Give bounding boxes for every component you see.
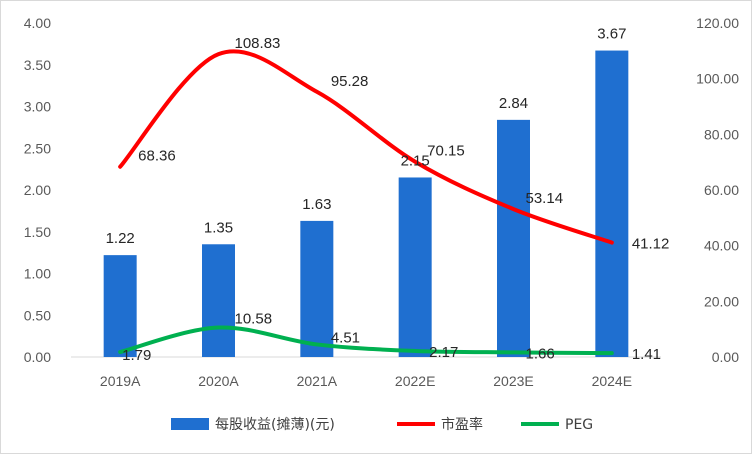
bar-series bbox=[103, 50, 629, 358]
peg-data-label: 1.79 bbox=[122, 347, 151, 364]
legend-label-pe: 市盈率 bbox=[441, 416, 483, 433]
right-axis-tick-label: 80.00 bbox=[704, 126, 739, 142]
right-axis-tick-label: 40.00 bbox=[704, 238, 739, 254]
legend-label-peg: PEG bbox=[565, 417, 593, 433]
left-axis-tick-label: 2.50 bbox=[24, 140, 51, 156]
x-axis-tick-label: 2019A bbox=[100, 373, 141, 389]
pe-ratio-line bbox=[118, 49, 614, 245]
eps-bar bbox=[398, 177, 432, 357]
left-axis-tick-label: 3.50 bbox=[24, 57, 51, 73]
eps-data-label: 1.35 bbox=[204, 219, 233, 236]
right-axis-tick-label: 60.00 bbox=[704, 182, 739, 198]
left-axis-tick-label: 1.50 bbox=[24, 224, 51, 240]
pe-ratio-data-label: 41.12 bbox=[632, 236, 670, 253]
peg-data-label: 1.41 bbox=[632, 346, 661, 363]
left-axis-tick-label: 2.00 bbox=[24, 182, 51, 198]
x-axis-tick-label: 2021A bbox=[297, 373, 338, 389]
eps-bar bbox=[497, 119, 530, 357]
x-axis-tick-label: 2022E bbox=[395, 373, 435, 389]
eps-bar bbox=[202, 244, 235, 357]
right-axis-tick-label: 0.00 bbox=[712, 349, 739, 365]
legend-swatch-eps bbox=[171, 418, 209, 430]
peg-data-label: 1.66 bbox=[526, 345, 555, 362]
pe-ratio-data-label: 95.28 bbox=[331, 73, 369, 90]
eps-bar bbox=[103, 255, 137, 357]
data-labels: 1.22 1.35 1.63 2.15 2.84 3.67 68.36 108.83 95.28… bbox=[106, 26, 670, 364]
x-axis-tick-label: 2024E bbox=[592, 373, 632, 389]
eps-data-label: 1.22 bbox=[106, 230, 135, 247]
eps-data-label: 1.63 bbox=[302, 196, 331, 213]
eps-data-label: 2.84 bbox=[499, 95, 528, 112]
legend: 每股收益(摊薄)(元) 市盈率 PEG bbox=[171, 416, 593, 433]
right-axis-tick-label: 100.00 bbox=[696, 71, 739, 87]
x-axis-tick-label: 2020A bbox=[198, 373, 239, 389]
eps-data-label: 3.67 bbox=[597, 26, 626, 43]
pe-ratio-data-label: 108.83 bbox=[235, 35, 281, 52]
eps-bar bbox=[300, 220, 334, 357]
eps-data-label: 2.15 bbox=[401, 152, 430, 169]
left-axis-tick-label: 4.00 bbox=[24, 15, 51, 31]
pe-ratio-data-label: 70.15 bbox=[427, 143, 465, 160]
left-axis-tick-label: 1.00 bbox=[24, 266, 51, 282]
peg-data-label: 4.51 bbox=[331, 329, 360, 346]
left-axis: 0.00 0.50 1.00 1.50 2.00 2.50 3.00 3.50 4.00 bbox=[24, 15, 51, 365]
peg-data-label: 10.58 bbox=[235, 311, 273, 328]
x-axis: 2019A 2020A 2021A 2022E 2023E 2024E bbox=[100, 373, 632, 389]
pe-ratio-data-label: 53.14 bbox=[526, 190, 564, 207]
eps-bar bbox=[595, 50, 629, 358]
line-series bbox=[118, 49, 614, 356]
legend-label-eps: 每股收益(摊薄)(元) bbox=[215, 417, 335, 433]
left-axis-tick-label: 3.00 bbox=[24, 99, 51, 115]
pe-ratio-data-label: 68.36 bbox=[138, 148, 176, 165]
x-axis-tick-label: 2023E bbox=[493, 373, 533, 389]
peg-data-label: 2.17 bbox=[429, 344, 458, 361]
peg-line bbox=[118, 325, 614, 356]
right-axis: 0.00 20.00 40.00 60.00 80.00 100.00 120.00 bbox=[696, 15, 739, 365]
left-axis-tick-label: 0.00 bbox=[24, 349, 51, 365]
right-axis-tick-label: 20.00 bbox=[704, 293, 739, 309]
left-axis-tick-label: 0.50 bbox=[24, 307, 51, 323]
right-axis-tick-label: 120.00 bbox=[696, 15, 739, 31]
